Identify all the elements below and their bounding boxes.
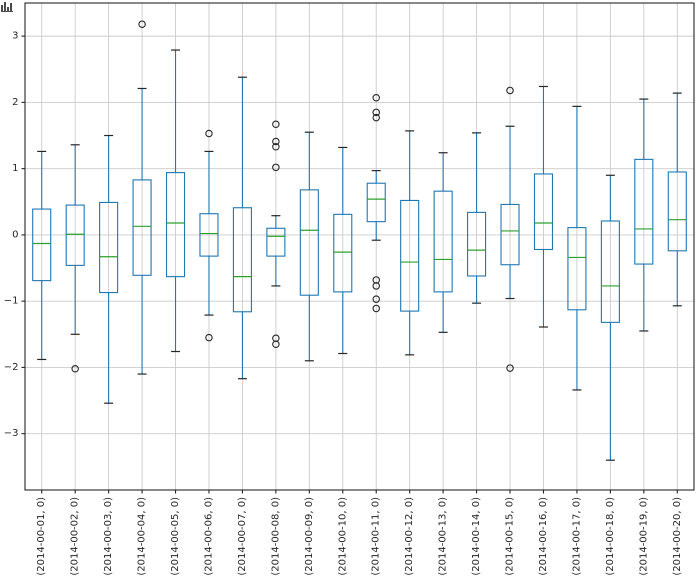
y-tick-label: 2: [12, 97, 18, 108]
box-group-2014-00-030: [99, 134, 119, 404]
box-group-2014-00-150: [500, 86, 520, 372]
iqr-box: [467, 211, 487, 277]
outlier-point: [205, 129, 213, 138]
box-group-2014-00-190: [634, 98, 654, 332]
x-tick-label: (2014-00-09, 0): [304, 497, 315, 576]
box-group-2014-00-110: [366, 93, 386, 313]
bar-chart-icon-glyph: [1, 2, 13, 12]
outlier-point: [272, 120, 280, 129]
box-group-2014-00-010: [32, 150, 52, 361]
box-group-2014-00-200: [667, 92, 687, 307]
iqr-box: [99, 201, 119, 294]
y-tick-label: 1: [12, 163, 18, 174]
x-tick-label: (2014-00-16, 0): [538, 497, 549, 576]
x-tick-label: (2014-00-02, 0): [70, 497, 81, 576]
gridlines: [25, 3, 694, 490]
iqr-box: [567, 227, 587, 311]
x-tick-label: (2014-00-06, 0): [203, 497, 214, 576]
iqr-box: [333, 213, 353, 293]
x-tick-label: (2014-00-20, 0): [672, 497, 683, 576]
x-tick-label: (2014-00-05, 0): [170, 497, 181, 576]
outlier-point: [71, 364, 79, 373]
iqr-box: [600, 220, 620, 323]
x-tick-label: (2014-00-03, 0): [103, 497, 114, 576]
bar-chart-icon: [1, 1, 13, 12]
x-tick-label: (2014-00-01, 0): [36, 497, 47, 576]
x-axis: (2014-00-01, 0) (2014-00-02, 0) (2014-00-0…: [36, 490, 683, 576]
outlier-point: [372, 108, 380, 117]
iqr-box: [266, 227, 286, 257]
iqr-box: [533, 173, 554, 251]
y-tick-label: −2: [4, 362, 19, 373]
box-group-2014-00-090: [299, 131, 319, 362]
box-group-2014-00-020: [65, 144, 85, 373]
box-group-2014-00-070: [232, 76, 252, 380]
outlier-point: [138, 20, 146, 28]
x-tick-label: (2014-00-15, 0): [505, 497, 516, 576]
outlier-point: [372, 113, 380, 122]
iqr-box: [433, 190, 453, 293]
iqr-box: [32, 208, 52, 282]
iqr-box: [667, 171, 687, 252]
y-tick-label: 0: [12, 229, 18, 240]
x-tick-label: (2014-00-11, 0): [371, 497, 382, 576]
outlier-point: [372, 304, 380, 313]
outlier-point: [272, 143, 280, 151]
box-group-2014-00-050: [165, 49, 186, 353]
x-tick-label: (2014-00-12, 0): [404, 497, 415, 576]
outlier-point: [272, 340, 280, 348]
outlier-point: [372, 295, 380, 303]
y-tick-label: 3: [12, 31, 18, 42]
outlier-point: [506, 364, 514, 372]
outlier-point: [372, 282, 380, 290]
iqr-box: [65, 204, 85, 266]
x-tick-label: (2014-00-17, 0): [571, 497, 582, 576]
iqr-box: [132, 179, 152, 276]
y-axis: 3 2 1 0 −1 −2 −3: [4, 31, 25, 439]
box-group-2014-00-140: [467, 132, 487, 304]
outlier-point: [372, 93, 380, 102]
box-group-2014-00-120: [400, 130, 420, 356]
x-tick-label: (2014-00-07, 0): [237, 497, 248, 576]
box-group-2014-00-100: [333, 146, 353, 355]
outlier-point: [506, 86, 514, 95]
iqr-box: [232, 207, 252, 313]
iqr-box: [165, 172, 186, 278]
x-tick-label: (2014-00-10, 0): [337, 497, 348, 576]
box-group-2014-00-180: [600, 174, 620, 461]
iqr-box: [400, 199, 420, 312]
iqr-box: [366, 182, 386, 223]
box-group-2014-00-160: [533, 85, 554, 328]
iqr-box: [500, 203, 520, 266]
x-tick-label: (2014-00-04, 0): [137, 497, 148, 576]
box-group-2014-00-080: [266, 120, 286, 348]
box-group-2014-00-170: [567, 105, 587, 391]
iqr-box: [634, 158, 654, 265]
y-tick-label: −3: [4, 428, 19, 439]
iqr-box: [299, 189, 319, 296]
x-tick-label: (2014-00-18, 0): [605, 497, 616, 576]
x-tick-label: (2014-00-13, 0): [438, 497, 449, 576]
axes-spines: [24, 2, 695, 491]
outlier-point: [272, 163, 280, 172]
x-tick-label: (2014-00-19, 0): [638, 497, 649, 576]
box-group-2014-00-040: [132, 20, 152, 375]
box-group-2014-00-130: [433, 152, 453, 333]
outlier-point: [205, 333, 213, 342]
box-group-2014-00-060: [199, 129, 219, 342]
x-tick-label: (2014-00-08, 0): [270, 497, 281, 576]
iqr-box: [199, 213, 219, 257]
outlier-point: [272, 137, 280, 146]
x-tick-label: (2014-00-14, 0): [471, 497, 482, 576]
y-tick-label: −1: [4, 296, 19, 307]
